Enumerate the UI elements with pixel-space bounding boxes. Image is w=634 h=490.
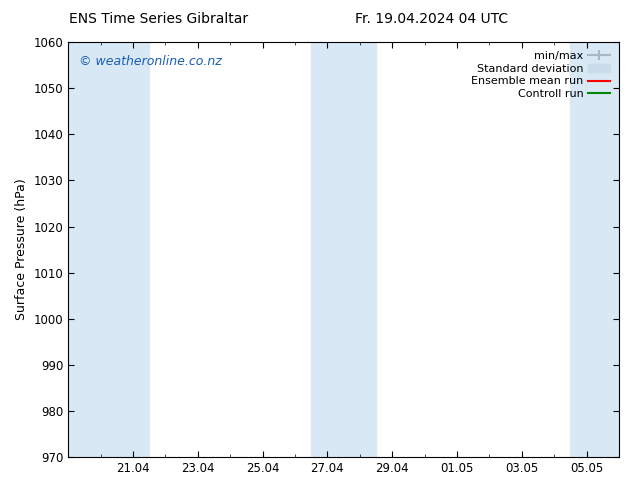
Bar [311,42,376,457]
Text: © weatheronline.co.nz: © weatheronline.co.nz [79,54,222,68]
Y-axis label: Surface Pressure (hPa): Surface Pressure (hPa) [15,179,28,320]
Bar [68,42,149,457]
Text: Fr. 19.04.2024 04 UTC: Fr. 19.04.2024 04 UTC [354,12,508,26]
Text: ENS Time Series Gibraltar: ENS Time Series Gibraltar [69,12,248,26]
Legend: min/max, Standard deviation, Ensemble mean run, Controll run: min/max, Standard deviation, Ensemble me… [468,48,614,102]
Bar [571,42,619,457]
